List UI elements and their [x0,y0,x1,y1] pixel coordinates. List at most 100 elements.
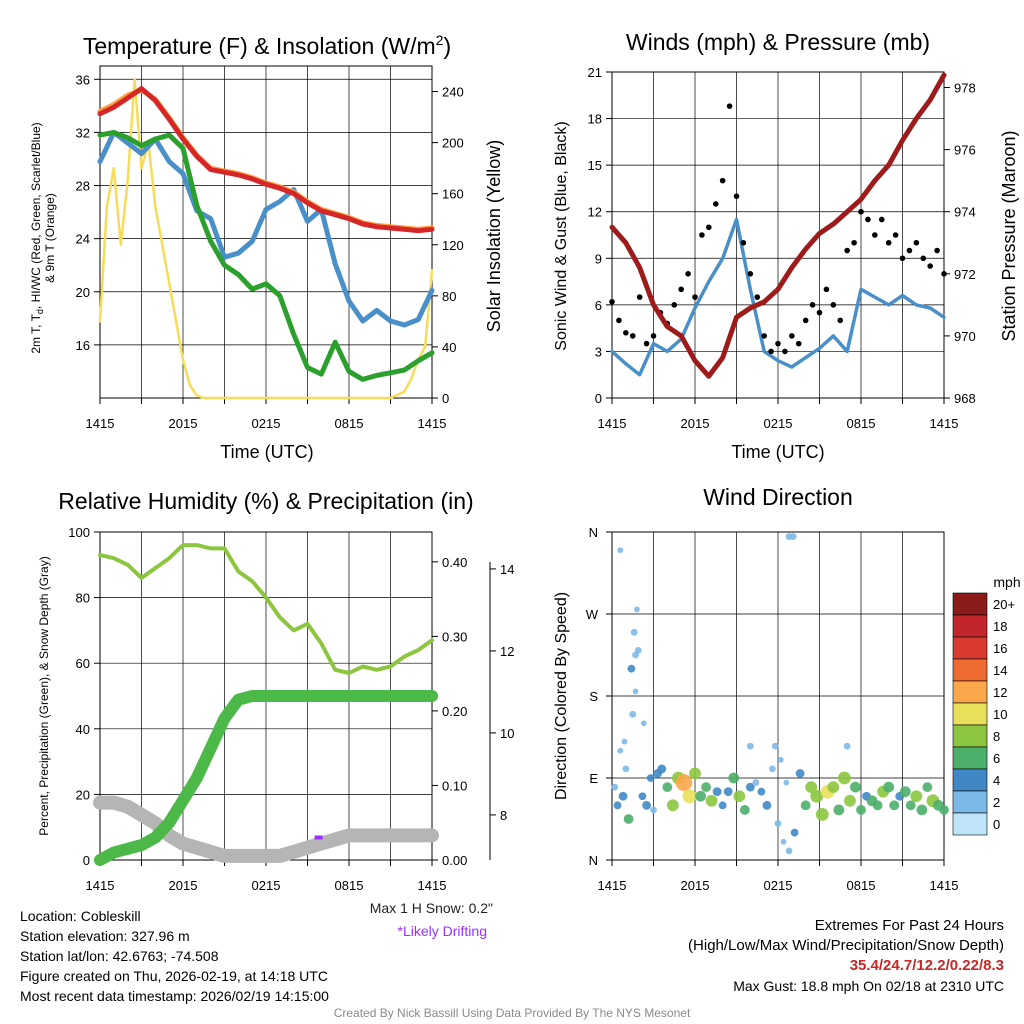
insolation-ytick-label: 40 [442,340,456,355]
wind-xtick-label: 0215 [764,416,793,431]
gust-point [858,208,864,215]
gust-point [692,294,698,300]
elevation-text: Station elevation: 327.96 m [20,928,190,944]
wdir-ytick-label: N [589,525,598,540]
wind-direction-point [640,720,647,727]
gust-point [616,317,622,324]
temp-ytick-label: 36 [76,72,90,87]
wind-direction-point [833,804,845,816]
legend-label: 16 [993,641,1007,656]
rh-xtick-label: 1415 [418,878,447,893]
wind-direction-point [627,664,636,673]
pressure-ytick-label: 978 [954,81,976,96]
temperature-x-label: Time (UTC) [220,442,313,462]
wind-direction-point [810,789,824,803]
temperature-panel-title: Temperature (F) & Insolation (W/m2) [83,32,451,59]
temp-xtick-label: 2015 [169,416,198,431]
latlon-text: Station lat/lon: 42.6763; -74.508 [20,948,219,964]
wdir-xtick-label: 0215 [764,878,793,893]
wind-direction-point [632,688,639,695]
gust-point [795,340,802,347]
wind-direction-point [662,782,673,793]
gust-point [927,263,933,269]
wind-ytick-label: 12 [588,205,602,220]
wdir-ytick-label: W [586,607,599,622]
temp-ytick-label: 16 [76,338,90,353]
temp-ytick-label: 28 [76,179,90,194]
insolation-ytick-label: 0 [442,391,449,406]
pressure-ytick-label: 972 [954,267,976,282]
wind-direction-point [757,787,766,796]
temp-xtick-label: 0215 [252,416,281,431]
pressure-ytick-label: 968 [954,391,976,406]
wind-direction-point [762,800,772,810]
wind-direction-point [613,801,622,810]
gust-point [906,247,913,254]
legend-label: 12 [993,685,1007,700]
gust-point [844,247,850,254]
location-text: Location: Cobleskill [20,908,141,924]
wind-direction-point [774,820,782,827]
gust-point [782,348,788,355]
wind-direction-point [682,789,697,804]
wind-direction-point [746,742,754,750]
wind-direction-point [733,790,746,803]
recent-data-text: Most recent data timestamp: 2026/02/19 1… [20,988,329,1004]
extremes-title: Extremes For Past 24 Hours [814,917,1004,934]
insolation-ytick-label: 240 [442,85,464,100]
legend-label: 18 [993,619,1007,634]
gust-point [934,247,940,254]
wind-direction-point [777,756,784,763]
gust-point [899,255,906,262]
created-text: Figure created on Thu, 2026-02-19, at 14… [20,968,328,984]
wind-direction-point [705,794,718,807]
station-info: Location: Cobleskill Station elevation: … [20,906,329,1006]
wind-direction-point [922,782,933,793]
wind-direction-panel: Wind Direction Direction (Colored By Spe… [553,484,1021,893]
wind-direction-point [638,792,647,801]
gust-point [671,302,678,308]
pressure-ytick-label: 976 [954,143,976,158]
legend-swatch [952,746,988,770]
insolation-ytick-label: 120 [442,238,464,253]
wind-direction-point [695,790,706,802]
max-snow-note: Max 1 H Snow: 0.2" [370,900,493,916]
gust-point [913,239,920,246]
gust-point [816,309,823,316]
wind-direction-point [815,808,829,821]
insolation-y-label: Solar Insolation (Yellow) [484,140,504,332]
gust-point [920,255,927,262]
drifting-note: *Likely Drifting [398,923,487,939]
rh-ytick-label: 60 [76,656,90,671]
wind-direction-point [910,790,923,803]
gust-point [712,201,719,207]
gust-point [865,216,871,223]
legend-label: 8 [993,729,1000,744]
wind-direction-point [617,547,624,554]
pressure-y-label: Station Pressure (Maroon) [999,130,1019,341]
wind-direction-point [783,779,790,786]
rh-ytick-label: 0 [83,853,90,868]
wind-direction-point [795,769,805,778]
wind-direction-point [728,772,740,784]
wind-direction-point [800,800,811,811]
wind-direction-point [844,794,856,807]
temp-xtick-label: 1415 [418,416,447,431]
wind-direction-point [723,787,733,797]
wind-direction-point [629,710,637,718]
rh-xtick-label: 0215 [252,878,281,893]
snow-ytick-label: 10 [500,726,514,741]
wind-ytick-label: 15 [588,158,602,173]
wind-direction-point [632,651,639,659]
precip-ytick-label: 0.30 [442,629,467,644]
wind-direction-point [838,771,851,785]
series-rh [98,543,434,675]
temperature-panel: Temperature (F) & Insolation (W/m2) Time… [29,32,504,462]
legend-label: 0 [993,817,1000,832]
rh-xtick-label: 2015 [169,878,198,893]
wind-ytick-label: 0 [595,391,602,406]
extremes-values: 35.4/24.7/12.2/0.22/8.3 [849,957,1004,974]
gust-point [892,232,899,238]
legend-swatch [952,614,988,638]
